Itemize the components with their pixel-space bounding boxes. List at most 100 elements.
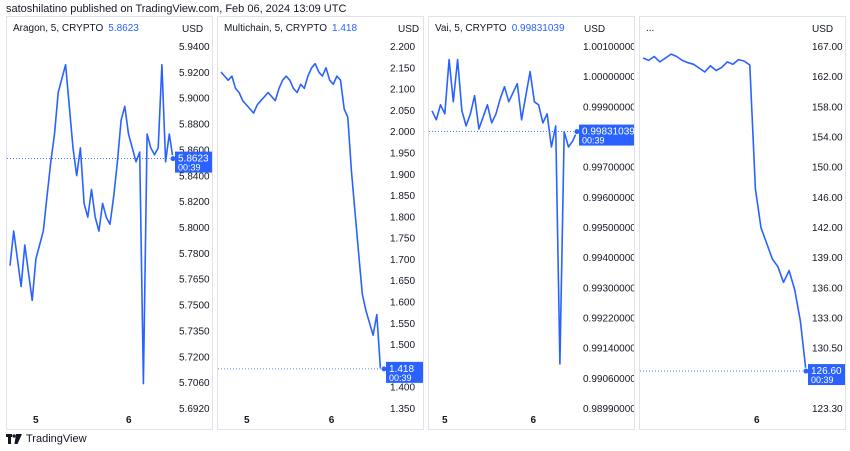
y-tick-label: 0.98990000 xyxy=(583,404,635,415)
countdown-label: 00:39 xyxy=(178,163,201,173)
y-tick-label: 1.500 xyxy=(390,340,415,351)
price-label-value: 0.99831039 xyxy=(582,127,635,138)
y-tick-label: 2.200 xyxy=(390,42,415,53)
chart-panel-4[interactable]: ... USD 167.00 162.00 158.00 154.00 150.00 14… xyxy=(639,16,846,430)
y-tick-label: 1.00000000 xyxy=(583,72,635,83)
currency-label: USD xyxy=(182,24,204,35)
brand-label: TradingView xyxy=(26,433,87,445)
y-tick-label: 1.850 xyxy=(390,191,415,202)
y-tick-label: 0.99500000 xyxy=(583,223,635,234)
y-tick-label: 2.150 xyxy=(390,63,415,74)
y-tick-label: 150.00 xyxy=(812,163,843,174)
x-tick-label: 6 xyxy=(126,415,132,426)
y-tick-label: 0.99700000 xyxy=(583,163,635,174)
y-tick-label: 5.8000 xyxy=(179,223,210,234)
price-label-value: 1.418 xyxy=(389,364,414,375)
y-tick-label: 5.8400 xyxy=(179,171,210,182)
y-tick-label: 5.9000 xyxy=(179,94,210,105)
y-tick-label: 0.99300000 xyxy=(583,283,635,294)
y-tick-label: 2.100 xyxy=(390,85,415,96)
chart-svg: 5.9400 5.9200 5.9000 5.8800 5.8600 5.8400 5.82… xyxy=(7,42,212,426)
y-tick-label: 158.00 xyxy=(812,102,843,113)
y-tick-label: 5.8200 xyxy=(179,197,210,208)
chart-title: Vai, 5, CRYPTO 0.99831039 xyxy=(435,23,565,34)
x-tick-label: 5 xyxy=(442,415,448,426)
y-tick-label: 1.350 xyxy=(390,404,415,415)
y-tick-label: 1.700 xyxy=(390,255,415,266)
tradingview-logo-icon xyxy=(6,433,22,444)
symbol-label: Aragon, 5, CRYPTO xyxy=(13,23,104,34)
y-tick-label: 1.900 xyxy=(390,170,415,181)
y-tick-label: 5.9200 xyxy=(179,68,210,79)
y-tick-label: 5.7060 xyxy=(179,378,210,389)
y-tick-label: 0.99400000 xyxy=(583,253,635,264)
y-tick-label: 5.7800 xyxy=(179,249,210,260)
series-line xyxy=(431,58,578,365)
y-tick-label: 5.6920 xyxy=(179,404,210,415)
y-tick-label: 5.9400 xyxy=(179,42,210,53)
chart-svg: 1.001000001.000000000.999000000.99800000… xyxy=(429,42,635,426)
series-line xyxy=(9,63,174,385)
y-tick-label: 5.7200 xyxy=(179,352,210,363)
y-tick-label: 167.00 xyxy=(812,42,843,53)
publish-line: satoshilatino published on TradingView.c… xyxy=(6,3,347,15)
price-label-box xyxy=(808,364,845,386)
y-tick-label: 1.550 xyxy=(390,319,415,330)
y-tick-label: 130.50 xyxy=(812,344,843,355)
y-tick-label: 139.00 xyxy=(812,253,843,264)
countdown-label: 00:39 xyxy=(582,136,605,146)
y-tick-label: 142.00 xyxy=(812,223,843,234)
y-tick-label: 0.99900000 xyxy=(583,102,635,113)
y-tick-label: 0.99060000 xyxy=(583,374,635,385)
chart-svg: 167.00 162.00 158.00 154.00 150.00 146.00 142.… xyxy=(640,42,845,426)
price-label-value: 5.8623 xyxy=(178,154,209,165)
price-label-box xyxy=(175,151,212,173)
y-tick-label: 1.800 xyxy=(390,212,415,223)
countdown-label: 00:39 xyxy=(389,373,412,383)
y-tick-label: 162.00 xyxy=(812,72,843,83)
last-value: 5.8623 xyxy=(108,23,139,34)
symbol-label: Multichain, 5, CRYPTO xyxy=(224,23,328,34)
symbol-label: Vai, 5, CRYPTO xyxy=(435,23,507,34)
chart-panel-multichain[interactable]: Multichain, 5, CRYPTO 1.418 USD 2.200 2.15… xyxy=(217,16,424,430)
chart-panel-aragon[interactable]: Aragon, 5, CRYPTO 5.8623 USD 5.9400 5.9200… xyxy=(6,16,213,430)
chart-title: Aragon, 5, CRYPTO 5.8623 xyxy=(13,23,139,34)
y-tick-label: 123.30 xyxy=(812,404,843,415)
y-tick-label: 5.7500 xyxy=(179,301,210,312)
y-tick-label: 146.00 xyxy=(812,193,843,204)
series-line xyxy=(642,53,807,372)
symbol-label: ... xyxy=(646,23,655,34)
currency-label: USD xyxy=(812,24,834,35)
x-tick-label: 6 xyxy=(754,415,760,426)
x-tick-label: 6 xyxy=(329,415,335,426)
chart-title: ... xyxy=(646,23,654,34)
x-tick-label: 6 xyxy=(530,415,536,426)
x-tick-label: 5 xyxy=(33,415,39,426)
y-tick-label: 2.000 xyxy=(390,127,415,138)
y-tick-label: 5.8800 xyxy=(179,120,210,131)
y-tick-label: 5.7650 xyxy=(179,275,210,286)
y-tick-label: 136.00 xyxy=(812,283,843,294)
y-tick-label: 5.7350 xyxy=(179,326,210,337)
chart-svg: 2.200 2.150 2.100 2.050 2.000 1.950 1.900 1.850… xyxy=(218,42,423,426)
last-value: 1.418 xyxy=(332,23,358,34)
price-label-box xyxy=(386,361,423,383)
series-line xyxy=(220,62,385,370)
currency-label: USD xyxy=(584,24,606,35)
price-label-value: 126.60 xyxy=(811,366,842,377)
y-tick-label: 1.600 xyxy=(390,298,415,309)
y-tick-label: 1.400 xyxy=(390,383,415,394)
y-tick-label: 5.8600 xyxy=(179,145,210,156)
chart-title: Multichain, 5, CRYPTO 1.418 xyxy=(224,23,357,34)
last-value: 0.99831039 xyxy=(511,23,565,34)
y-tick-label: 0.99600000 xyxy=(583,193,635,204)
y-tick-label: 0.99140000 xyxy=(583,344,635,355)
footer: TradingView xyxy=(6,433,87,445)
countdown-label: 00:39 xyxy=(811,375,834,385)
y-tick-label: 1.00100000 xyxy=(583,42,635,53)
chart-panel-vai[interactable]: Vai, 5, CRYPTO 0.99831039 USD 1.00100000 1… xyxy=(428,16,635,430)
y-tick-label: 154.00 xyxy=(812,133,843,144)
x-tick-label: 5 xyxy=(244,415,250,426)
currency-label: USD xyxy=(398,24,420,35)
y-tick-label: 0.99220000 xyxy=(583,314,635,325)
